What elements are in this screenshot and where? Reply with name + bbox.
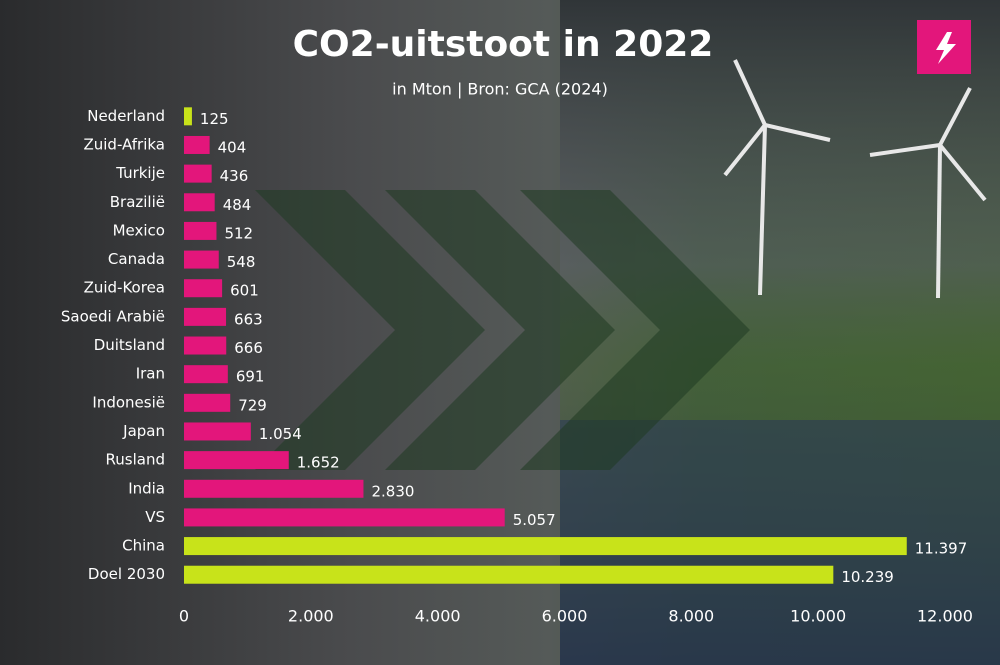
value-label: 512 bbox=[224, 224, 253, 242]
x-tick-label: 0 bbox=[179, 607, 189, 626]
value-label: 484 bbox=[223, 196, 252, 214]
y-tick-label: Duitsland bbox=[94, 336, 165, 354]
value-label: 601 bbox=[230, 282, 259, 300]
value-label: 729 bbox=[238, 396, 267, 414]
y-tick-label: Japan bbox=[122, 422, 165, 440]
wind-turbines bbox=[723, 59, 987, 299]
x-tick-label: 4.000 bbox=[415, 607, 461, 626]
bar bbox=[184, 307, 227, 326]
y-tick-label: Nederland bbox=[87, 107, 165, 125]
bar bbox=[184, 537, 907, 556]
y-tick-label: Canada bbox=[108, 250, 165, 268]
chart-subtitle: in Mton | Bron: GCA (2024) bbox=[392, 80, 608, 99]
value-label: 1.652 bbox=[297, 454, 340, 472]
y-tick-label: Brazilië bbox=[110, 193, 165, 211]
y-tick-label: Saoedi Arabië bbox=[61, 307, 165, 325]
chevrons bbox=[255, 190, 750, 470]
bar bbox=[184, 336, 227, 355]
value-label: 663 bbox=[234, 310, 263, 328]
bar bbox=[184, 365, 228, 384]
bar bbox=[184, 135, 210, 154]
x-tick-label: 8.000 bbox=[668, 607, 714, 626]
bar bbox=[184, 107, 192, 126]
bar bbox=[184, 250, 219, 269]
y-tick-label: India bbox=[128, 479, 165, 497]
y-tick-label: China bbox=[122, 537, 165, 555]
bar bbox=[184, 193, 215, 212]
bar bbox=[184, 221, 217, 240]
bar bbox=[184, 393, 231, 412]
x-tick-label: 6.000 bbox=[542, 607, 588, 626]
x-tick-label: 2.000 bbox=[288, 607, 334, 626]
value-label: 5.057 bbox=[513, 511, 556, 529]
y-tick-label: Zuid-Korea bbox=[84, 279, 165, 297]
bar bbox=[184, 479, 364, 498]
value-label: 666 bbox=[234, 339, 263, 357]
value-label: 691 bbox=[236, 368, 265, 386]
y-tick-label: Doel 2030 bbox=[88, 565, 165, 583]
x-tick-label: 10.000 bbox=[790, 607, 846, 626]
y-tick-label: Iran bbox=[136, 365, 165, 383]
value-label: 548 bbox=[227, 253, 256, 271]
y-tick-label: VS bbox=[145, 508, 165, 526]
bar bbox=[184, 508, 505, 527]
value-label: 10.239 bbox=[841, 568, 894, 586]
y-tick-label: Zuid-Afrika bbox=[83, 135, 165, 153]
bar bbox=[184, 451, 289, 470]
bar bbox=[184, 164, 212, 183]
chart-title: CO2-uitstoot in 2022 bbox=[293, 24, 714, 65]
y-tick-label: Rusland bbox=[106, 451, 165, 469]
logo-icon bbox=[936, 32, 956, 64]
y-tick-label: Mexico bbox=[113, 221, 165, 239]
value-label: 11.397 bbox=[915, 540, 968, 558]
y-tick-label: Indonesië bbox=[92, 393, 165, 411]
bar bbox=[184, 422, 251, 441]
x-tick-label: 12.000 bbox=[917, 607, 973, 626]
value-label: 2.830 bbox=[371, 482, 414, 500]
bar bbox=[184, 279, 223, 298]
value-label: 125 bbox=[200, 110, 229, 128]
value-label: 1.054 bbox=[259, 425, 302, 443]
value-label: 436 bbox=[220, 167, 249, 185]
value-label: 404 bbox=[218, 138, 247, 156]
y-tick-label: Turkije bbox=[115, 164, 165, 182]
bar bbox=[184, 565, 834, 584]
